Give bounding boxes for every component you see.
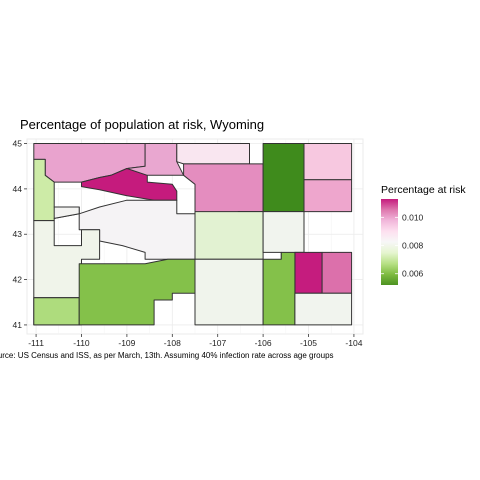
- legend-label: 0.010: [402, 212, 424, 222]
- x-tick-label: -107: [209, 338, 226, 348]
- county-region: [303, 179, 353, 213]
- chart-title: Percentage of population at risk, Wyomin…: [20, 117, 264, 132]
- county-region: [294, 251, 323, 294]
- x-tick-label: -104: [345, 338, 362, 348]
- county-region: [303, 143, 353, 181]
- county-region: [321, 251, 353, 294]
- county-region: [194, 258, 264, 326]
- county-region: [262, 143, 305, 213]
- county-region: [194, 211, 264, 260]
- county-region: [183, 163, 264, 215]
- legend-label: 0.006: [402, 269, 424, 279]
- county-region: [294, 292, 353, 326]
- x-tick-label: -109: [118, 338, 135, 348]
- x-tick-label: -106: [255, 338, 272, 348]
- county-region: [262, 251, 296, 326]
- county-region: [81, 168, 178, 201]
- county-region: [78, 258, 196, 326]
- legend: Percentage at risk 0.010 0.008 0.006: [381, 184, 466, 285]
- y-tick-label: 42: [13, 275, 23, 285]
- legend-label: 0.008: [402, 241, 424, 251]
- county-region: [176, 143, 250, 165]
- x-tick-label: -111: [28, 338, 44, 348]
- legend-colorbar: [381, 199, 398, 285]
- y-tick-label: 44: [13, 184, 23, 194]
- legend-title: Percentage at risk: [381, 184, 466, 196]
- y-axis: 41 42 43 44 45: [13, 139, 27, 330]
- county-regions: [33, 143, 353, 326]
- x-axis: -111 -110 -109 -108 -107 -106 -105 -104: [28, 334, 363, 348]
- county-region: [33, 297, 80, 326]
- y-tick-label: 43: [13, 229, 23, 239]
- chart-caption: Source: US Census and ISS, as per March,…: [0, 351, 334, 360]
- x-tick-label: -110: [73, 338, 90, 348]
- y-tick-label: 45: [13, 139, 23, 149]
- x-tick-label: -108: [164, 338, 181, 348]
- x-tick-label: -105: [300, 338, 317, 348]
- legend-ticks: 0.010 0.008 0.006: [381, 212, 424, 279]
- y-tick-label: 41: [13, 320, 23, 330]
